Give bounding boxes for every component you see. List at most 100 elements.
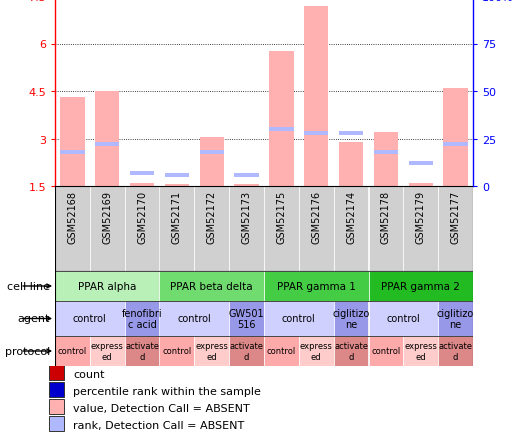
Text: control: control xyxy=(371,347,401,356)
Text: agent: agent xyxy=(17,314,50,324)
Text: control: control xyxy=(282,314,316,324)
Bar xyxy=(334,336,369,366)
Bar xyxy=(408,162,433,166)
Text: PPAR beta delta: PPAR beta delta xyxy=(170,281,253,291)
Bar xyxy=(229,336,264,366)
Bar xyxy=(160,187,195,271)
Bar xyxy=(195,187,229,271)
Text: control: control xyxy=(267,347,296,356)
Bar xyxy=(55,301,124,336)
Bar xyxy=(160,301,229,336)
Bar xyxy=(234,185,259,187)
Bar xyxy=(438,301,473,336)
Text: protocol: protocol xyxy=(5,346,50,356)
Text: GSM52170: GSM52170 xyxy=(137,191,147,244)
Bar xyxy=(369,336,403,366)
Text: ciglitizo
ne: ciglitizo ne xyxy=(437,308,474,329)
Bar xyxy=(195,336,229,366)
Bar xyxy=(339,132,363,135)
Bar xyxy=(408,184,433,187)
Text: express
ed: express ed xyxy=(404,342,437,361)
Bar xyxy=(304,132,328,135)
Text: GSM52171: GSM52171 xyxy=(172,191,182,244)
Bar xyxy=(124,301,160,336)
Bar xyxy=(374,133,398,187)
Text: GSM52173: GSM52173 xyxy=(242,191,252,244)
Bar xyxy=(264,301,334,336)
Bar xyxy=(229,301,264,336)
Bar xyxy=(229,187,264,271)
Bar xyxy=(95,143,119,147)
Bar xyxy=(124,187,160,271)
Bar xyxy=(334,301,369,336)
Text: GSM52179: GSM52179 xyxy=(416,191,426,244)
Text: GSM52176: GSM52176 xyxy=(311,191,321,244)
Text: cell line: cell line xyxy=(7,281,50,291)
Text: count: count xyxy=(73,370,105,380)
Text: PPAR gamma 2: PPAR gamma 2 xyxy=(381,281,460,291)
Text: GSM52174: GSM52174 xyxy=(346,191,356,244)
Bar xyxy=(403,336,438,366)
Bar xyxy=(334,187,369,271)
Text: GW501
516: GW501 516 xyxy=(229,308,265,329)
Bar xyxy=(49,382,64,397)
Text: GSM52177: GSM52177 xyxy=(451,191,461,244)
Bar xyxy=(369,271,473,301)
Text: activate
d: activate d xyxy=(125,342,159,361)
Text: control: control xyxy=(73,314,107,324)
Bar xyxy=(49,365,64,380)
Bar xyxy=(299,187,334,271)
Text: value, Detection Call = ABSENT: value, Detection Call = ABSENT xyxy=(73,404,250,414)
Bar xyxy=(49,399,64,414)
Bar xyxy=(49,416,64,431)
Text: express
ed: express ed xyxy=(91,342,123,361)
Text: control: control xyxy=(177,314,211,324)
Bar xyxy=(90,187,124,271)
Bar xyxy=(165,173,189,177)
Bar xyxy=(200,151,224,155)
Bar xyxy=(55,271,160,301)
Bar xyxy=(264,187,299,271)
Text: PPAR alpha: PPAR alpha xyxy=(78,281,137,291)
Bar xyxy=(55,187,90,271)
Bar xyxy=(444,89,468,187)
Text: control: control xyxy=(386,314,420,324)
Bar xyxy=(234,173,259,177)
Bar xyxy=(339,142,363,187)
Text: control: control xyxy=(162,347,191,356)
Bar xyxy=(90,336,124,366)
Bar xyxy=(130,171,154,175)
Text: percentile rank within the sample: percentile rank within the sample xyxy=(73,387,261,397)
Text: activate
d: activate d xyxy=(334,342,368,361)
Bar xyxy=(438,187,473,271)
Text: control: control xyxy=(58,347,87,356)
Bar xyxy=(160,336,195,366)
Text: activate
d: activate d xyxy=(439,342,473,361)
Text: GSM52175: GSM52175 xyxy=(277,191,287,244)
Text: fenofibri
c acid: fenofibri c acid xyxy=(122,308,163,329)
Bar xyxy=(403,187,438,271)
Bar xyxy=(130,184,154,187)
Bar xyxy=(369,301,438,336)
Text: GSM52168: GSM52168 xyxy=(67,191,77,243)
Bar xyxy=(200,138,224,187)
Text: activate
d: activate d xyxy=(230,342,264,361)
Text: GSM52169: GSM52169 xyxy=(103,191,112,243)
Text: PPAR gamma 1: PPAR gamma 1 xyxy=(277,281,356,291)
Bar xyxy=(55,336,90,366)
Bar xyxy=(299,336,334,366)
Bar xyxy=(304,7,328,187)
Bar xyxy=(60,151,85,155)
Bar xyxy=(160,271,264,301)
Text: GSM52178: GSM52178 xyxy=(381,191,391,244)
Bar xyxy=(438,336,473,366)
Bar xyxy=(444,143,468,147)
Bar xyxy=(95,92,119,187)
Bar xyxy=(264,271,369,301)
Bar xyxy=(264,336,299,366)
Bar xyxy=(374,151,398,155)
Text: express
ed: express ed xyxy=(300,342,333,361)
Bar xyxy=(269,52,293,187)
Bar xyxy=(369,187,403,271)
Bar xyxy=(60,98,85,187)
